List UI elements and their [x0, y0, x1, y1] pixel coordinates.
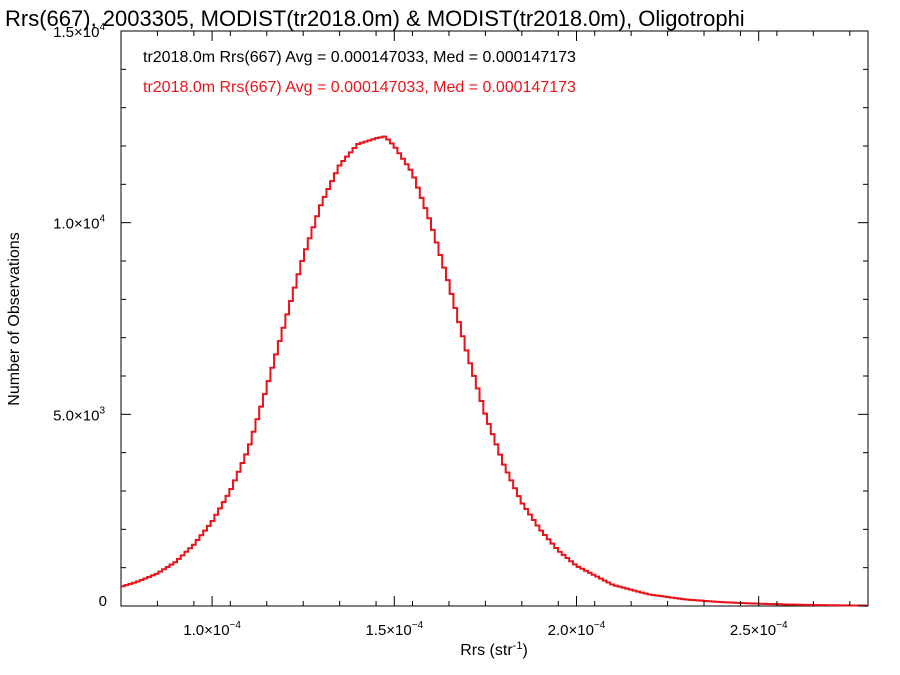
x-axis-label: Rrs (str-1) — [460, 640, 528, 659]
y-tick-label: 5.0×103 — [53, 405, 105, 424]
legend-entry-2: tr2018.0m Rrs(667) Avg = 0.000147033, Me… — [143, 79, 576, 96]
series-layer — [121, 135, 868, 607]
y-tick-label: 1.0×104 — [53, 214, 105, 233]
x-tick-label: 2.0×10−4 — [548, 620, 606, 639]
x-axis: 1.0×10−4 1.5×10−4 2.0×10−4 2.5×10−4 — [120, 31, 851, 639]
y-tick-label: 0 — [99, 593, 107, 610]
chart-title: Rrs(667), 2003305, MODIST(tr2018.0m) & M… — [5, 6, 745, 31]
series-line-2 — [121, 135, 868, 607]
x-tick-label: 1.0×10−4 — [183, 620, 241, 639]
plot-border — [120, 30, 869, 607]
y-axis: 0 5.0×103 1.0×104 1.5×104 — [53, 22, 868, 610]
y-axis-label: Number of Observations — [6, 232, 23, 405]
plot-frame — [120, 30, 869, 607]
series-line-1 — [121, 135, 868, 607]
y-tick-label: 1.5×104 — [53, 22, 105, 41]
legend-entry-1: tr2018.0m Rrs(667) Avg = 0.000147033, Me… — [143, 49, 576, 66]
x-tick-label: 2.5×10−4 — [730, 620, 788, 639]
x-tick-label: 1.5×10−4 — [365, 620, 423, 639]
